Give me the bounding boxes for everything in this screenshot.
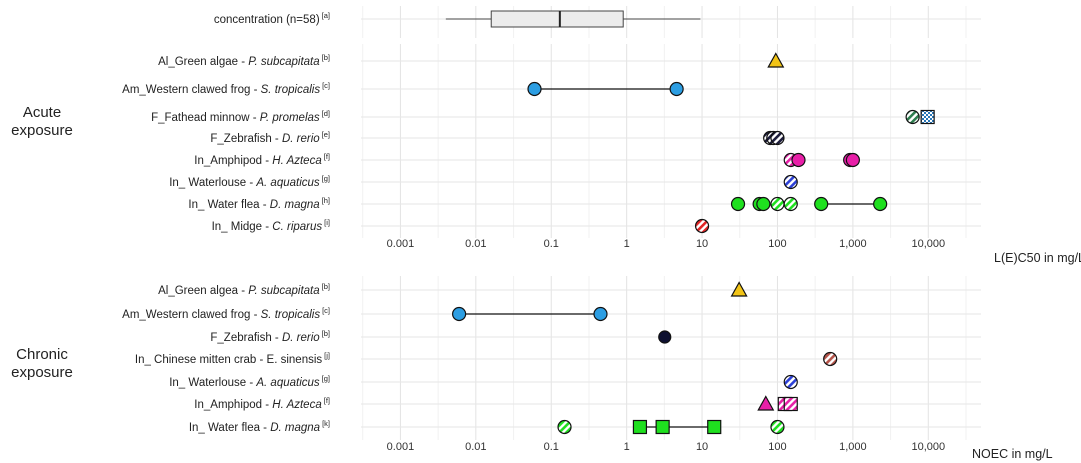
row-label: In_ Waterlouse - A. aquaticus [g] [169, 374, 330, 389]
data-point [770, 419, 785, 435]
tick-label: 10,000 [911, 238, 945, 250]
chronic-panel: 0.001 0.01 0.1 1 10 100 1,000 10,000 NOEC in mg/… [11, 281, 1053, 461]
tick-label: 1 [624, 441, 630, 453]
data-point [756, 196, 771, 212]
tick-label: 1 [624, 238, 630, 250]
tick-label: 1,000 [839, 238, 867, 250]
data-point [707, 419, 722, 435]
box-label: concentration (n=58) [a] [214, 11, 330, 26]
row-label: Al_Green algea - P. subcapitata [b] [158, 282, 330, 297]
row-label: In_ Water flea - D. magna [k] [189, 419, 330, 434]
panel-label: Acute [23, 104, 61, 121]
data-point [823, 351, 838, 367]
data-point [873, 196, 888, 212]
row-label: Al_Green algae - P. subcapitata [b] [158, 53, 330, 68]
axis-title: NOEC in mg/L [972, 447, 1053, 461]
chronic-panel-grid [362, 276, 967, 440]
box-iqr [490, 10, 624, 28]
row-label: In_Amphipod - H. Azteca [f] [194, 396, 330, 411]
row-label: In_ Chinese mitten crab - E. sinensis [j] [135, 351, 330, 366]
data-point [527, 81, 542, 97]
data-point [791, 152, 806, 168]
data-point [770, 196, 785, 212]
tick-label: 100 [768, 238, 786, 250]
data-point [905, 109, 920, 125]
acute-panel-grid [362, 44, 967, 238]
data-point [669, 81, 684, 97]
panel-label: Chronic [16, 346, 68, 363]
row-label: Am_Western clawed frog - S. tropicalis [c… [122, 81, 330, 96]
tick-label: 0.01 [465, 238, 486, 250]
tick-label: 10,000 [911, 441, 945, 453]
data-point [757, 395, 775, 411]
axis-title: L(E)C50 in mg/L [994, 251, 1081, 265]
data-point [783, 174, 798, 190]
data-point [452, 306, 467, 322]
data-point [767, 52, 785, 68]
row-label: In_ Waterlouse - A. aquaticus [g] [169, 174, 330, 189]
row-label: In_ Midge - C. riparus [i] [212, 218, 330, 233]
row-label: F_Zebrafish - D. rerio [b] [210, 329, 330, 344]
tick-label: 1,000 [839, 441, 867, 453]
row-label: In_Amphipod - H. Azteca [f] [194, 152, 330, 167]
row-label: F_Zebrafish - D. rerio [e] [210, 130, 330, 145]
data-point [658, 330, 672, 344]
tick-label: 0.1 [544, 441, 559, 453]
panel-label: exposure [11, 122, 73, 139]
data-point [632, 419, 648, 435]
row-label: Am_Western clawed frog - S. tropicalis [c… [122, 306, 330, 321]
data-point [814, 196, 829, 212]
data-point [920, 109, 935, 125]
box-grid [362, 6, 967, 38]
tick-label: 0.001 [387, 441, 415, 453]
tick-label: 10 [696, 238, 708, 250]
data-point [730, 196, 746, 212]
data-point [694, 218, 710, 234]
boxplot: concentration (n=58) [a] [214, 10, 701, 28]
tick-label: 0.01 [465, 441, 486, 453]
data-point [845, 152, 860, 168]
data-point [783, 374, 798, 390]
data-point [783, 196, 798, 212]
data-point [730, 281, 748, 297]
tick-label: 0.1 [544, 238, 559, 250]
tick-label: 10 [696, 441, 708, 453]
data-point [557, 419, 572, 435]
acute-panel: 0.001 0.01 0.1 1 10 100 1,000 10,000 L(E)C50 in … [11, 52, 1081, 265]
tick-label: 100 [768, 441, 786, 453]
panel-label: exposure [11, 364, 73, 381]
data-point [783, 396, 798, 412]
data-point [770, 130, 785, 146]
tick-label: 0.001 [387, 238, 415, 250]
row-label: F_Fathead minnow - P. promelas [d] [151, 109, 330, 124]
data-point [593, 306, 608, 322]
row-label: In_ Water flea - D. magna [h] [188, 196, 330, 211]
data-point [655, 419, 670, 435]
